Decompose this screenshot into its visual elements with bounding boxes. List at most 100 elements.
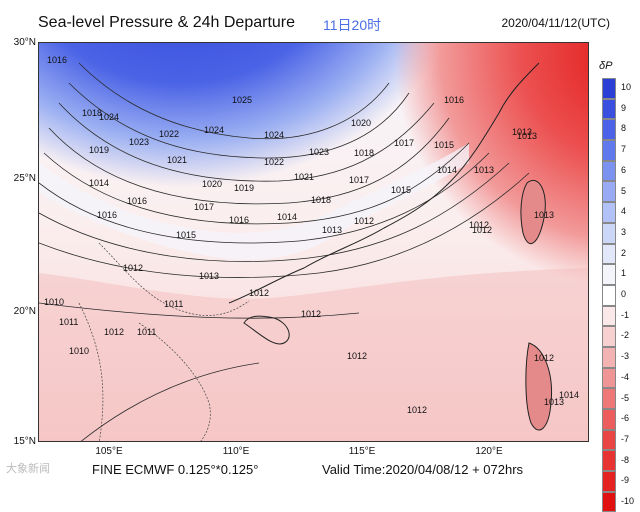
colorbar-swatch <box>602 160 616 182</box>
isobar-label: 1016 <box>97 210 117 220</box>
isobar-label: 1012 <box>354 216 374 226</box>
isobar-label: 1013 <box>322 225 342 235</box>
lon-label-110: 110°E <box>222 446 250 457</box>
colorbar-swatch <box>602 119 616 141</box>
colorbar-tick-label: -8 <box>621 454 630 465</box>
isobar-label: 1015 <box>434 140 454 150</box>
isobar-label: 1014 <box>277 212 297 222</box>
colorbar-tick-label: 6 <box>621 164 627 175</box>
colorbar <box>602 78 616 512</box>
watermark-logo: 大象新闻 <box>6 463 50 475</box>
isobar-labels: 1016 1018 1019 1024 1025 1023 1022 1024 … <box>44 55 579 415</box>
southern-low-area <box>39 268 588 441</box>
colorbar-tick-label: -6 <box>621 413 630 424</box>
isobar-label: 1022 <box>159 129 179 139</box>
colorbar-tick-label: 8 <box>621 123 627 134</box>
model-label: FINE ECMWF 0.125°*0.125° <box>92 462 259 477</box>
colorbar-tick-label: 5 <box>621 185 627 196</box>
isobar-label: 1012 <box>301 309 321 319</box>
colorbar-swatch <box>602 202 616 223</box>
colorbar-tick-label: 3 <box>621 226 627 237</box>
isobar-label: 1022 <box>264 157 284 167</box>
chart-title: Sea-level Pressure & 24h Departure <box>38 14 296 31</box>
colorbar-swatch <box>602 222 616 244</box>
colorbar-tick-label: -2 <box>621 330 630 341</box>
isobar-label: 1014 <box>437 165 457 175</box>
isobar-label: 1014 <box>89 178 109 188</box>
isobar-label: 1010 <box>44 297 64 307</box>
pressure-map-svg: 1016 1018 1019 1024 1025 1023 1022 1024 … <box>39 43 588 441</box>
valid-time-label: Valid Time:2020/04/08/12 + 072hrs <box>322 462 524 477</box>
transition-zone <box>39 143 469 261</box>
isobar-label: 1020 <box>202 179 222 189</box>
isobar-label: 1012 <box>407 405 427 415</box>
isobar-label: 1013 <box>544 397 564 407</box>
isobar-label: 1012 <box>534 353 554 363</box>
isobar-label: 1012 <box>104 327 124 337</box>
colorbar-swatch <box>602 388 616 409</box>
colorbar-title: δP <box>599 60 613 72</box>
isobar-label: 1017 <box>394 138 414 148</box>
colorbar-swatch <box>602 264 616 285</box>
colorbar-swatch <box>602 284 616 306</box>
isobar-label: 1020 <box>351 118 371 128</box>
isobar-label: 1025 <box>232 95 252 105</box>
isobar-label: 1016 <box>127 196 147 206</box>
pressure-map: 1016 1018 1019 1024 1025 1023 1022 1024 … <box>38 42 589 442</box>
isobar-label: 1012 <box>469 220 489 230</box>
colorbar-swatch <box>602 98 616 120</box>
colorbar-tick-label: -5 <box>621 392 630 403</box>
colorbar-swatch <box>602 346 616 368</box>
isobar-lines <box>39 62 530 441</box>
colorbar-swatch <box>602 409 616 430</box>
isobar-label: 1011 <box>59 317 78 327</box>
isobar-label: 1012 <box>249 288 269 298</box>
taiwan-island <box>520 180 546 245</box>
isobar-label: 1018 <box>311 195 331 205</box>
isobar-label: 1024 <box>264 130 284 140</box>
isobar-label: 1016 <box>47 55 67 65</box>
colorbar-swatch <box>602 367 616 389</box>
isobar-label: 1013 <box>474 165 494 175</box>
country-borders <box>78 242 250 441</box>
colorbar-tick-label: -3 <box>621 351 630 362</box>
colorbar-tick-label: -1 <box>621 309 630 320</box>
isobar-label: 1010 <box>69 346 89 356</box>
isobar-label: 1018 <box>82 108 102 118</box>
isobar-label: 1023 <box>129 137 149 147</box>
colorbar-tick-label: 2 <box>621 247 627 258</box>
isobar-label: 1018 <box>354 148 374 158</box>
isobar-label: 1015 <box>391 185 411 195</box>
isobar-label: 1013 <box>517 131 537 141</box>
lat-label-30: 30°N <box>13 37 36 48</box>
isobar-label: 1013 <box>199 271 219 281</box>
isobar-label: 1011 <box>137 327 156 337</box>
coastline <box>228 62 540 345</box>
isobar-label: 1013 <box>534 210 554 220</box>
colorbar-swatch <box>602 243 616 265</box>
colorbar-swatch <box>602 429 616 451</box>
colorbar-swatch <box>602 471 616 492</box>
isobar-label: 1012 <box>347 351 367 361</box>
isobar-label: 1016 <box>444 95 464 105</box>
colorbar-tick-label: 1 <box>621 268 627 279</box>
isobar-label: 1019 <box>89 145 109 155</box>
isobar-label: 1017 <box>349 175 369 185</box>
colorbar-tick-label: 9 <box>621 102 627 113</box>
colorbar-swatch <box>602 181 616 203</box>
isobar-label: 1024 <box>99 112 119 122</box>
colorbar-tick-label: 4 <box>621 206 627 217</box>
lon-label-105: 105°E <box>95 446 123 457</box>
chart-title-local-time: 11日20时 <box>323 17 382 33</box>
colorbar-tick-label: -4 <box>621 371 630 382</box>
colorbar-tick-label: -7 <box>621 433 630 444</box>
isobar-label: 1016 <box>229 215 249 225</box>
isobar-label: 1012 <box>472 225 492 235</box>
colorbar-swatch <box>602 326 616 347</box>
colorbar-swatch <box>602 305 616 327</box>
colorbar-swatch <box>602 491 616 512</box>
lon-label-120: 120°E <box>475 446 503 457</box>
lon-label-115: 115°E <box>348 446 376 457</box>
colorbar-swatch <box>602 78 616 99</box>
isobar-label: 1015 <box>176 230 196 240</box>
